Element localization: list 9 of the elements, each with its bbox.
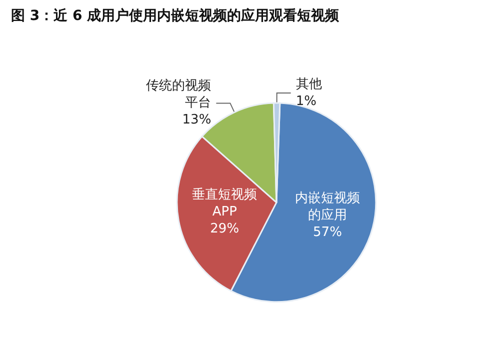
data-label: 57% xyxy=(313,225,342,240)
slice-label: 其他 xyxy=(296,76,322,92)
data-label: 29% xyxy=(210,222,240,237)
slice-label: 内嵌短视频的应用 xyxy=(294,191,360,224)
data-label: 1% xyxy=(296,94,316,109)
slice-label: 传统的视频平台 xyxy=(146,78,212,111)
slice-label: 垂直短视频APP xyxy=(192,188,258,220)
chart-title: 图 3：近 6 成用户使用内嵌短视频的应用观看短视频 xyxy=(11,7,340,24)
data-label: 13% xyxy=(182,112,212,128)
